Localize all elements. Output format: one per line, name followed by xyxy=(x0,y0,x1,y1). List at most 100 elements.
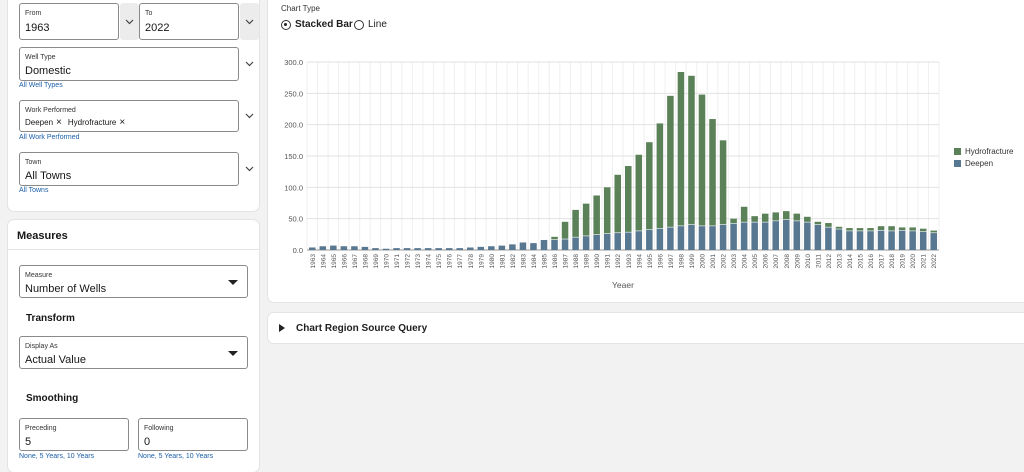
legend-swatch xyxy=(954,148,961,155)
x-tick-label: 1971 xyxy=(394,254,401,269)
well-type-dropdown-button[interactable] xyxy=(240,47,259,81)
town-dropdown-button[interactable] xyxy=(240,152,259,186)
bar-deepen xyxy=(445,248,453,250)
radio-line[interactable] xyxy=(354,20,364,30)
x-tick-label: 1995 xyxy=(647,254,654,269)
bar-hydrofracture xyxy=(677,72,685,226)
x-tick-label: 2001 xyxy=(710,254,717,269)
bar-deepen xyxy=(793,221,801,250)
legend-hydrofracture[interactable]: Hydrofracture xyxy=(954,147,1013,156)
line-option-label[interactable]: Line xyxy=(368,19,387,30)
x-tick-label: 1967 xyxy=(352,254,359,269)
x-tick-label: 2021 xyxy=(921,254,928,269)
x-tick-label: 2003 xyxy=(731,254,738,269)
work-performed-dropdown-button[interactable] xyxy=(240,100,259,132)
chevron-down-icon xyxy=(125,19,134,24)
bar-hydrofracture xyxy=(814,221,822,225)
display-as-label: Display As xyxy=(25,343,58,350)
bar-hydrofracture xyxy=(730,218,737,224)
bar-hydrofracture xyxy=(698,94,706,226)
y-tick-label: 50.0 xyxy=(288,215,303,224)
bar-deepen xyxy=(846,231,853,250)
x-tick-label: 1991 xyxy=(605,254,612,269)
bar-deepen xyxy=(635,231,643,250)
x-tick-label: 2006 xyxy=(763,254,770,269)
all-towns-link[interactable]: All Towns xyxy=(19,187,49,194)
bar-deepen xyxy=(688,224,695,250)
bar-hydrofracture xyxy=(740,206,748,222)
radio-stacked-bar[interactable] xyxy=(281,20,291,30)
source-query-title[interactable]: Chart Region Source Query xyxy=(296,323,428,334)
remove-chip-icon[interactable]: × xyxy=(119,116,126,128)
x-tick-label: 2018 xyxy=(889,254,896,269)
x-tick-label: 1980 xyxy=(489,254,496,269)
bar-deepen xyxy=(530,243,537,250)
well-type-field[interactable]: Well Type Domestic xyxy=(19,47,239,81)
measure-select[interactable]: Measure Number of Wells xyxy=(19,265,248,298)
x-tick-label: 1982 xyxy=(510,254,517,269)
work-performed-field[interactable]: Work Performed Deepen × Hydrofracture × xyxy=(19,100,239,132)
following-hint[interactable]: None, 5 Years, 10 Years xyxy=(138,453,214,460)
bar-deepen xyxy=(435,248,442,250)
well-type-label: Well Type xyxy=(25,54,56,61)
x-tick-label: 2014 xyxy=(847,254,854,269)
chip-deepen-label: Deepen xyxy=(25,118,54,127)
bar-deepen xyxy=(667,227,674,250)
preceding-field[interactable]: Preceding 5 xyxy=(19,418,129,451)
town-field[interactable]: Town All Towns xyxy=(19,152,239,186)
chevron-down-icon xyxy=(245,19,254,24)
to-field[interactable]: To 2022 xyxy=(139,3,239,40)
x-tick-label: 1966 xyxy=(341,254,348,269)
bar-hydrofracture xyxy=(761,213,769,222)
x-tick-label: 1965 xyxy=(331,254,338,269)
bar-deepen xyxy=(877,230,885,250)
divider xyxy=(8,249,259,250)
bar-deepen xyxy=(761,222,769,250)
display-as-select[interactable]: Display As Actual Value xyxy=(19,336,248,369)
stacked-bar-option-label[interactable]: Stacked Bar xyxy=(295,19,353,30)
bar-hydrofracture xyxy=(625,166,632,232)
y-tick-label: 0.0 xyxy=(293,246,303,255)
bar-deepen xyxy=(467,247,474,250)
bar-deepen xyxy=(719,224,727,250)
bar-deepen xyxy=(319,246,327,250)
x-tick-label: 2009 xyxy=(794,254,801,269)
x-tick-label: 2020 xyxy=(910,254,917,269)
from-field[interactable]: From 1963 xyxy=(19,3,119,40)
bar-deepen xyxy=(561,239,569,250)
x-tick-label: 1997 xyxy=(668,254,675,269)
expand-triangle-icon[interactable] xyxy=(279,324,286,332)
x-tick-label: 2013 xyxy=(836,254,843,269)
bar-hydrofracture xyxy=(603,187,611,234)
bar-hydrofracture xyxy=(582,203,590,236)
x-tick-label: 1984 xyxy=(531,254,538,269)
bar-hydrofracture xyxy=(646,142,653,230)
caret-down-icon xyxy=(228,280,238,285)
remove-chip-icon[interactable]: × xyxy=(56,116,62,128)
preceding-hint[interactable]: None, 5 Years, 10 Years xyxy=(19,453,95,460)
from-dropdown-button[interactable] xyxy=(120,3,139,40)
caret-down-icon xyxy=(228,351,238,356)
following-field[interactable]: Following 0 xyxy=(138,418,248,451)
measures-panel: Measures Measure Number of Wells Transfo… xyxy=(8,220,259,472)
bar-deepen xyxy=(825,227,832,250)
x-tick-label: 1989 xyxy=(584,254,591,269)
bar-hydrofracture xyxy=(688,75,695,225)
all-work-performed-link[interactable]: All Work Performed xyxy=(19,134,80,141)
bar-hydrofracture xyxy=(561,221,569,239)
to-dropdown-button[interactable] xyxy=(240,3,259,40)
following-label: Following xyxy=(144,425,174,432)
bar-hydrofracture xyxy=(783,211,790,220)
all-well-types-link[interactable]: All Well Types xyxy=(19,82,63,89)
to-label: To xyxy=(145,10,153,17)
legend-deepen[interactable]: Deepen xyxy=(954,159,993,168)
x-tick-label: 1975 xyxy=(436,254,443,269)
x-tick-label: 1988 xyxy=(573,254,580,269)
chevron-down-icon xyxy=(245,113,254,119)
to-value: 2022 xyxy=(145,22,170,34)
x-tick-label: 1985 xyxy=(542,254,549,269)
bar-deepen xyxy=(540,239,548,250)
bar-deepen xyxy=(614,233,621,250)
source-query-region[interactable]: Chart Region Source Query xyxy=(268,313,1024,343)
bar-deepen xyxy=(898,230,906,250)
